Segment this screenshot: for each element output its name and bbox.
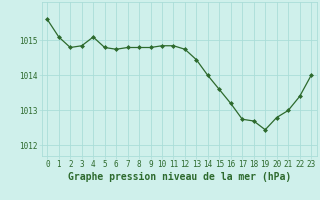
X-axis label: Graphe pression niveau de la mer (hPa): Graphe pression niveau de la mer (hPa) xyxy=(68,172,291,182)
